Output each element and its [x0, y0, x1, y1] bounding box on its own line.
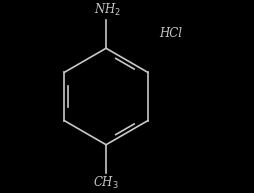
Text: NH$_2$: NH$_2$: [94, 2, 121, 18]
Text: HCl: HCl: [159, 27, 182, 41]
Text: CH$_3$: CH$_3$: [93, 175, 119, 191]
